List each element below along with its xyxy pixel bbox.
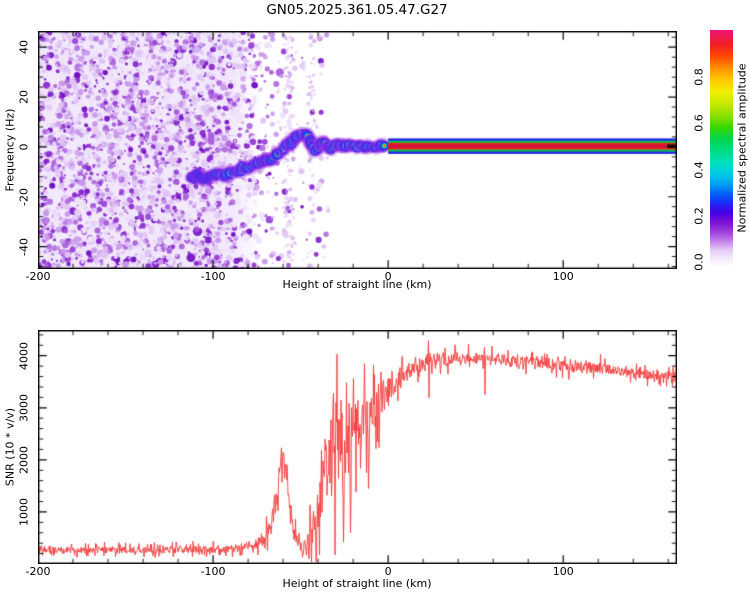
- spec-y-tick-label: 20: [17, 90, 31, 105]
- spec-y-tick-label: 0: [17, 143, 31, 151]
- spec-y-tick-label: -20: [17, 187, 31, 206]
- colorbar: [710, 30, 733, 267]
- figure-title: GN05.2025.361.05.47.G27: [266, 2, 448, 18]
- snr-canvas: [38, 330, 677, 564]
- spectrogram-canvas: [38, 31, 677, 269]
- snr-x-tick-label: -200: [25, 565, 51, 578]
- colorbar-tick-label: 0.8: [692, 67, 705, 86]
- colorbar-tick-label: 0.0: [692, 253, 705, 272]
- snr-y-tick-label: 2000: [17, 445, 31, 474]
- spec-y-tick-label: -40: [17, 237, 31, 256]
- spectrogram-xlabel: Height of straight line (km): [282, 278, 432, 291]
- colorbar-tick-label: 0.2: [692, 207, 705, 225]
- snr-y-tick-label: 4000: [17, 341, 31, 370]
- spec-y-tick-label: 40: [17, 40, 31, 55]
- colorbar-label: Normalized spectral amplitude: [735, 63, 749, 233]
- snr-xlabel: Height of straight line (km): [282, 577, 432, 590]
- snr-y-tick-label: 1000: [17, 497, 31, 526]
- spec-x-tick-label: 100: [552, 269, 574, 283]
- spec-x-tick-label: -200: [25, 269, 51, 283]
- spec-x-tick-label: 0: [384, 269, 392, 283]
- spectrogram-ylabel: Frequency (Hz): [3, 108, 17, 192]
- snr-y-tick-label: 3000: [17, 393, 31, 422]
- snr-ylabel: SNR (10 * v/v): [3, 407, 17, 487]
- snr-x-tick-label: -100: [200, 565, 226, 578]
- snr-x-tick-label: 100: [552, 565, 574, 578]
- colorbar-tick-label: 0.4: [692, 160, 705, 179]
- spec-x-tick-label: -100: [200, 269, 226, 283]
- colorbar-tick-label: 0.6: [692, 114, 705, 132]
- snr-x-tick-label: 0: [384, 565, 392, 578]
